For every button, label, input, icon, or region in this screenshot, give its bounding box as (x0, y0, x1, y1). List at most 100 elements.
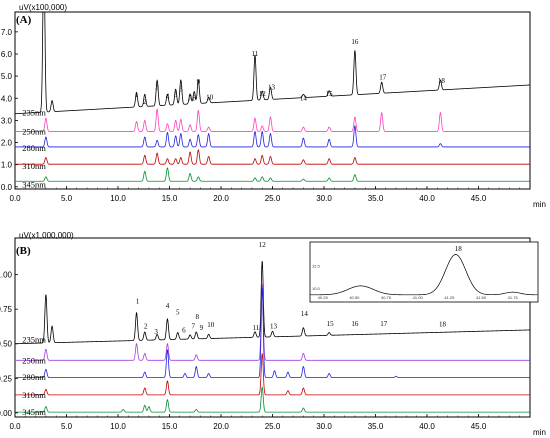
y-tick-label: 1.00 (0, 271, 13, 280)
x-tick-label: 35.0 (368, 194, 384, 203)
trace-label: 345nm (22, 180, 46, 190)
x-tick-label: 40.0 (419, 422, 435, 431)
x-tick-label: 10.0 (110, 194, 126, 203)
peak-label: 13 (270, 323, 278, 331)
peak-label: 7 (188, 94, 192, 102)
inset-chart: 40.25 40.50 40.75 41.00 41.25 41.50 41.75 10.0 1… (309, 241, 539, 303)
x-tick-label: 25.0 (265, 422, 281, 431)
x-tick-label: 5.0 (61, 422, 73, 431)
peak-label: 2 (143, 98, 147, 106)
inset-y-tick-label: 12.5 (312, 264, 321, 269)
trace-310nm (15, 149, 530, 165)
x-tick-label: 35.0 (368, 422, 384, 431)
y-tick-label: 0.50 (0, 340, 13, 349)
x-tick-label: 5.0 (61, 194, 73, 203)
peak-label: 5 (174, 91, 178, 99)
y-tick-label: 0.25 (0, 374, 13, 383)
x-tick-label: 30.0 (316, 422, 332, 431)
peak-label: 17 (379, 73, 387, 81)
traces (15, 261, 530, 413)
peak-label: 15 (326, 90, 334, 98)
x-axis-label: min (533, 428, 546, 437)
inset-y-tick-label: 10.0 (312, 286, 321, 291)
trace-250nm (15, 284, 530, 361)
trace-label: 235nm (22, 335, 46, 345)
peak-label: 16 (351, 38, 359, 46)
inset-x-tick-label: 40.75 (381, 295, 392, 300)
peak-label: 4 (166, 302, 170, 310)
trace-label: 280nm (22, 372, 46, 382)
trace-label: 280nm (22, 143, 46, 153)
peak-label: 10 (206, 93, 214, 101)
peak-label: 5 (176, 309, 180, 317)
trace-310nm (15, 353, 530, 396)
peak-label: 8 (196, 313, 200, 321)
y-tick-label: 0.75 (0, 305, 13, 314)
panel-b: 0.000.250.500.751.000.05.010.015.020.025… (0, 231, 546, 437)
inset-x-tick-label: 41.00 (413, 295, 424, 300)
peak-label: 3 (155, 83, 159, 91)
x-tick-label: 30.0 (316, 194, 332, 203)
y-axis-label: uV(x1,000,000) (19, 231, 74, 240)
x-tick-label: 25.0 (265, 194, 281, 203)
inset-x-tick-label: 40.50 (349, 295, 360, 300)
trace-280nm (15, 125, 530, 148)
x-tick-label: 40.0 (419, 194, 435, 203)
peak-label: 12 (259, 241, 267, 249)
x-tick-label: 45.0 (471, 422, 487, 431)
panel-label: (B) (16, 245, 31, 257)
peak-label: 14 (300, 94, 308, 102)
trace-235nm (15, 261, 530, 345)
inset-peak-label: 18 (455, 245, 463, 253)
y-tick-label: 7.0 (1, 28, 13, 37)
trace-label: 250nm (22, 126, 46, 136)
inset-x-tick-label: 41.50 (476, 295, 487, 300)
y-tick-label: 0.00 (0, 409, 13, 418)
peak-label: 18 (439, 320, 447, 328)
panel-a: 0.0 1.0 2.0 3.0 4.0 5.0 6.0 7.0 0.0 5.0 10.0 15.0 20… (1, 3, 546, 209)
inset-x-tick-label: 41.75 (508, 295, 519, 300)
peak-label: 7 (191, 323, 195, 331)
trace-235nm (15, 12, 530, 115)
y-tick-label: 5.0 (1, 72, 13, 81)
x-axis-label: min (533, 200, 546, 209)
x-tick-label: 20.0 (213, 422, 229, 431)
trace-250nm (15, 108, 530, 132)
peak-label: 12 (259, 90, 267, 98)
x-tick-label: 0.0 (9, 194, 21, 203)
trace-label: 310nm (22, 161, 46, 171)
y-tick-label: 3.0 (1, 116, 13, 125)
peak-label: 9 (197, 78, 201, 86)
y-tick-label: 2.0 (1, 139, 13, 148)
x-tick-label: 0.0 (9, 422, 21, 431)
trace-label: 235nm (22, 108, 46, 118)
y-tick-label: 1.0 (1, 161, 13, 170)
peak-label: 15 (327, 320, 335, 328)
y-axis-label: uV(x100,000) (19, 3, 67, 12)
trace-345nm (15, 167, 530, 182)
peak-label: 10 (207, 321, 215, 329)
peak-label: 16 (351, 320, 359, 328)
inset-x-tick-label: 41.25 (444, 295, 455, 300)
peak-label: 13 (268, 83, 276, 91)
peak-label: 17 (380, 320, 388, 328)
trace-345nm (15, 386, 530, 413)
peak-label: 11 (253, 324, 260, 332)
peak-label: 3 (154, 328, 158, 336)
peak-label: 2 (144, 323, 148, 331)
inset-x-tick-label: 40.25 (318, 295, 329, 300)
y-tick-label: 4.0 (1, 94, 13, 103)
x-tick-label: 20.0 (213, 194, 229, 203)
traces (15, 12, 530, 182)
peak-label: 14 (301, 310, 309, 318)
peak-label: 9 (200, 324, 204, 332)
peak-label: 6 (182, 327, 186, 335)
x-tick-label: 15.0 (162, 194, 178, 203)
x-tick-label: 10.0 (110, 422, 126, 431)
trace-label: 250nm (22, 355, 46, 365)
x-tick-label: 45.0 (471, 194, 487, 203)
y-tick-label: 6.0 (1, 50, 13, 59)
panel-label: (A) (16, 14, 32, 26)
peak-label: 18 (438, 77, 446, 85)
